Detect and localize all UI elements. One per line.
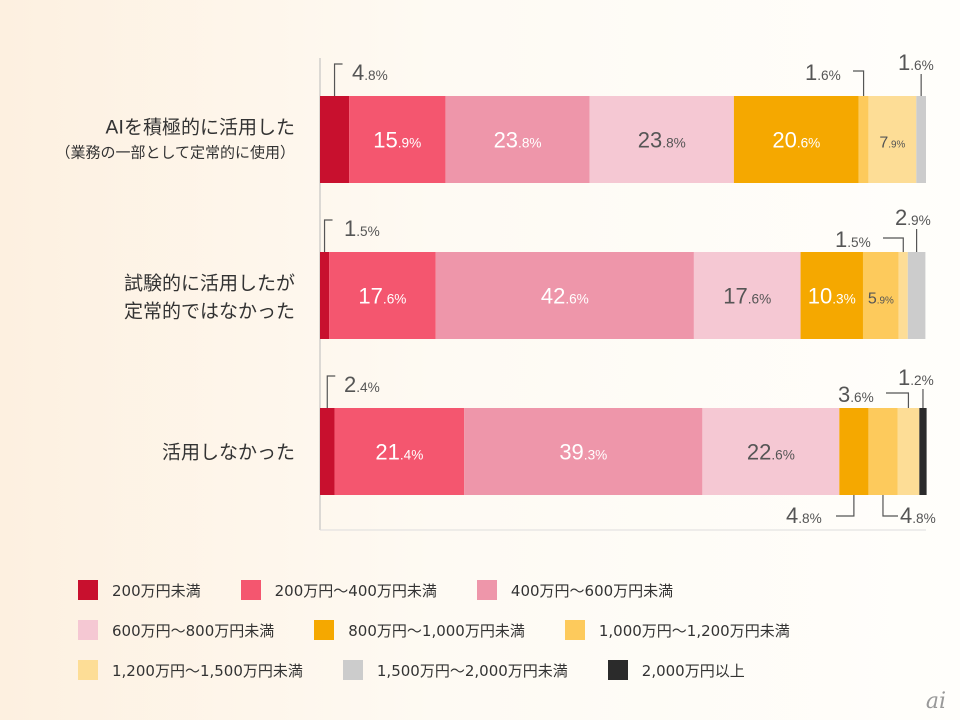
bar-segment xyxy=(733,96,859,183)
category-label: AIを積極的に活用した xyxy=(105,117,295,139)
legend-label: 1,200万円～1,500万円未満 xyxy=(112,661,303,680)
legend-label: 2,000万円以上 xyxy=(641,661,745,680)
callout-leader-line xyxy=(882,495,898,517)
data-label: 22.6% xyxy=(747,440,795,465)
bar-segment xyxy=(898,252,908,339)
legend-swatch xyxy=(564,620,585,640)
callout-leader-line xyxy=(853,70,865,96)
legend-swatch xyxy=(314,620,335,640)
category-label: 定常的ではなかった xyxy=(124,301,295,323)
data-label: 2.9% xyxy=(895,205,931,230)
bar-segment xyxy=(320,252,330,339)
callout-leader-line xyxy=(326,375,336,408)
bar-segment xyxy=(349,96,446,183)
bar-segment xyxy=(800,252,863,339)
legend-swatch xyxy=(78,580,98,600)
legend-item: 400万円～600万円未満 xyxy=(476,580,674,601)
bar-segment xyxy=(919,408,927,495)
legend-label: 1,500万円～2,000万円未満 xyxy=(376,661,568,680)
bar-segment xyxy=(907,252,926,339)
data-label: 1.6% xyxy=(805,60,841,85)
data-label: 1.5% xyxy=(835,227,871,252)
legend-label: 1,000万円～1,200万円未満 xyxy=(598,621,790,640)
legend-swatch xyxy=(607,660,628,680)
bar-segment xyxy=(329,252,436,339)
data-label: 21.4% xyxy=(375,440,423,465)
callout-leader-line xyxy=(836,495,855,517)
legend-row: 600万円～800万円未満 800万円～1,000万円未満 1,000万円～1,20… xyxy=(78,610,938,650)
data-label: 4.8% xyxy=(352,60,388,85)
legend-row: 200万円未満 200万円～400万円未満 400万円～600万円未満 xyxy=(78,570,938,610)
bar-segment xyxy=(445,96,590,183)
legend-label: 800万円～1,000万円未満 xyxy=(348,621,525,640)
legend-item: 2,000万円以上 xyxy=(607,660,745,681)
legend-swatch xyxy=(78,660,98,680)
bar-segment xyxy=(916,96,926,183)
legend-item: 1,000万円～1,200万円未満 xyxy=(564,620,790,641)
data-label: 4.8% xyxy=(786,503,822,528)
data-label: 7.9% xyxy=(879,135,905,152)
bar-segment xyxy=(858,96,869,183)
callout-leader-line xyxy=(886,392,910,408)
legend-item: 600万円～800万円未満 xyxy=(78,620,274,641)
data-label: 39.3% xyxy=(559,440,607,465)
legend-label: 200万円～400万円未満 xyxy=(274,581,437,600)
category-label: 活用しなかった xyxy=(162,442,295,464)
bar-segment xyxy=(464,408,703,495)
legend-swatch xyxy=(78,620,98,640)
legend-swatch xyxy=(476,580,497,600)
data-label: 4.8% xyxy=(900,503,936,528)
legend-label: 600万円～800万円未満 xyxy=(112,621,275,640)
data-label: 5.9% xyxy=(868,291,894,308)
legend-item: 1,200万円～1,500万円未満 xyxy=(78,660,303,681)
legend-swatch xyxy=(240,580,261,600)
data-label: 2.4% xyxy=(344,372,380,397)
data-label: 17.6% xyxy=(723,284,771,309)
legend-item: 800万円～1,000万円未満 xyxy=(314,620,525,641)
category-label: 試験的に活用したが xyxy=(124,273,295,295)
data-label: 23.8% xyxy=(494,128,542,153)
stacked-bar-chart: 15.9% 23.8% 23.8% 20.6% 7.9% AIを積極的に活用した （業務の一… xyxy=(55,50,936,531)
bar-segment xyxy=(702,408,840,495)
bar-segment xyxy=(868,96,917,183)
data-label: 42.6% xyxy=(541,284,589,309)
legend-item: 200万円～400万円未満 xyxy=(240,580,437,601)
bar-segment xyxy=(589,96,734,183)
bar-segment xyxy=(868,408,898,495)
bar-segment xyxy=(320,408,335,495)
bar-segment xyxy=(320,96,350,183)
data-label: 1.5% xyxy=(344,216,380,241)
itmedia-ai-logo: ai xyxy=(925,689,946,714)
callout-leader-line xyxy=(333,63,343,96)
legend-swatch xyxy=(342,660,363,680)
legend-label: 400万円～600万円未満 xyxy=(510,581,674,600)
legend: 200万円未満 200万円～400万円未満 400万円～600万円未満 600万円～8… xyxy=(78,570,938,690)
data-label: 1.2% xyxy=(898,365,934,390)
callout-leader-line xyxy=(883,237,904,252)
legend-row: 1,200万円～1,500万円未満 1,500万円～2,000万円未満 2,000万… xyxy=(78,650,938,690)
data-label: 3.6% xyxy=(838,382,874,407)
bar-segment xyxy=(862,252,899,339)
callout-leader-line xyxy=(323,219,333,252)
data-label: 10.3% xyxy=(808,284,856,309)
legend-label: 200万円未満 xyxy=(112,581,201,600)
legend-item: 200万円未満 xyxy=(78,580,201,601)
data-label: 15.9% xyxy=(373,128,421,153)
data-label: 20.6% xyxy=(772,128,820,153)
data-label: 17.6% xyxy=(358,284,406,309)
bar-segment xyxy=(435,252,694,339)
bar-segment xyxy=(839,408,869,495)
data-label: 23.8% xyxy=(638,128,686,153)
data-label: 1.6% xyxy=(898,50,934,75)
bar-segment xyxy=(334,408,465,495)
bar-segment xyxy=(897,408,920,495)
legend-item: 1,500万円～2,000万円未満 xyxy=(342,660,568,681)
category-label: （業務の一部として定常的に使用） xyxy=(55,144,295,162)
bar-segment xyxy=(693,252,801,339)
